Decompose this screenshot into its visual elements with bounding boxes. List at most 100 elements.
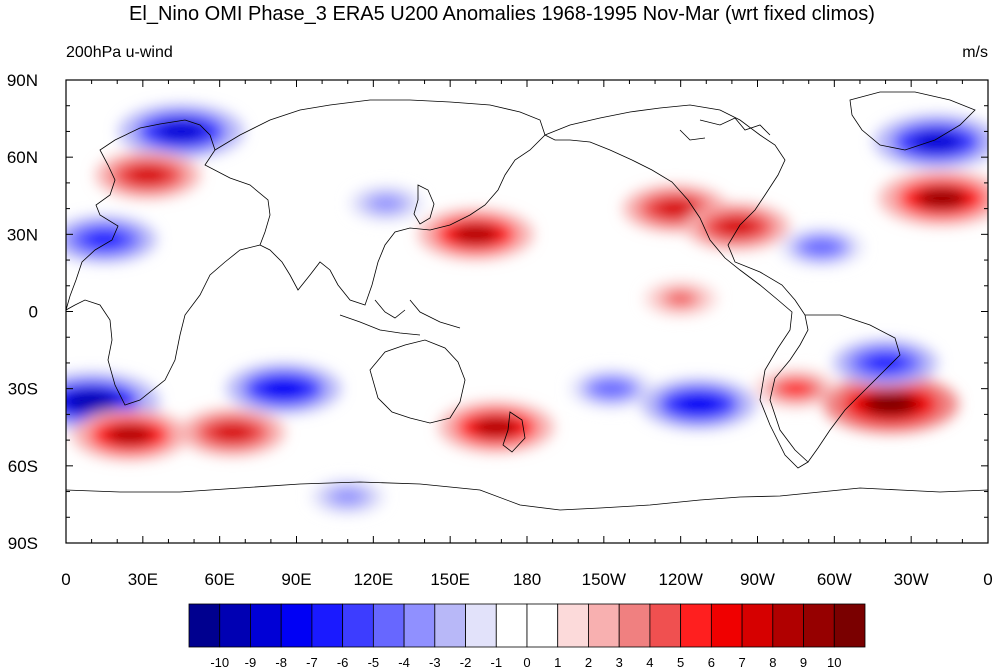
- colorbar-label: 4: [646, 655, 653, 670]
- colorbar-label: 5: [677, 655, 684, 670]
- anomaly-center-15-level-2: [473, 417, 520, 438]
- colorbar-label: -8: [275, 655, 287, 670]
- coastlines: [66, 91, 988, 511]
- lon-label: 0: [983, 570, 992, 589]
- colorbar-box: [588, 603, 620, 648]
- colorbar-box: [372, 603, 405, 648]
- colorbar-box: [280, 603, 313, 648]
- coastline-europe-africa: [66, 119, 271, 406]
- colorbar-box: [465, 603, 497, 648]
- colorbar-label: -6: [337, 655, 349, 670]
- colorbar-box: [649, 603, 682, 648]
- coastline-maritime: [339, 299, 461, 336]
- lon-label: 150E: [430, 570, 470, 589]
- colorbar-label: -2: [460, 655, 472, 670]
- lon-label: 120E: [353, 570, 393, 589]
- map-title: El_Nino OMI Phase_3 ERA5 U200 Anomalies …: [129, 3, 875, 25]
- lat-label: 60S: [8, 457, 38, 476]
- colorbar-label: 10: [827, 655, 841, 670]
- map-panel: 90N 60N 30N 0 30S 60S 90S 0 30E 60E 90E 120E 150E 18…: [7, 71, 993, 589]
- coastline-greenland: [849, 91, 976, 151]
- anomaly-center-2-level-2: [83, 230, 126, 249]
- coastline-north-america: [544, 104, 809, 469]
- colorbar-label: -5: [368, 655, 380, 670]
- lon-label: 30W: [894, 570, 929, 589]
- lon-label: 120W: [658, 570, 702, 589]
- anomaly-center-18-level-2: [779, 380, 813, 397]
- colorbar-label: 0: [523, 655, 530, 670]
- anomaly-center-3-level-2: [452, 224, 499, 245]
- colorbar-box: [188, 603, 221, 648]
- colorbar-label: 3: [616, 655, 623, 670]
- coastline-asia: [214, 99, 546, 306]
- coastline-australia: [369, 339, 466, 424]
- lat-axis-labels: 90N 60N 30N 0 30S 60S 90S: [7, 71, 38, 553]
- lat-label: 0: [29, 303, 38, 322]
- colorbar-label: 8: [769, 655, 776, 670]
- colorbar-box: [495, 603, 528, 648]
- colorbar-label: -10: [210, 655, 229, 670]
- colorbar-label: 1: [554, 655, 561, 670]
- anomaly-center-14-level-2: [260, 378, 307, 399]
- colorbar-box: [803, 603, 835, 648]
- colorbar-box: [833, 603, 866, 648]
- colorbar-label: -3: [429, 655, 441, 670]
- anomaly-center-6-level-2: [916, 187, 968, 210]
- colorbar-box: [618, 603, 651, 648]
- colorbar-box: [342, 603, 374, 648]
- coastline-new-zealand: [502, 411, 526, 453]
- anomaly-center-17-level-2: [675, 394, 722, 415]
- colorbar-box: [311, 603, 344, 648]
- colorbar-label: -1: [490, 655, 502, 670]
- colorbar-box: [219, 603, 251, 648]
- anomaly-center-11-level-2: [66, 389, 119, 414]
- anomaly-center-16-level-2: [594, 380, 629, 397]
- lon-label: 90E: [281, 570, 311, 589]
- colorbar-box: [250, 603, 282, 648]
- coastline-japan: [413, 184, 435, 225]
- colorbar-box: [710, 603, 743, 648]
- lon-label: 150W: [582, 570, 626, 589]
- anomaly-center-19-level-2: [863, 392, 918, 416]
- anomaly-center-20-level-2: [864, 353, 907, 373]
- colorbar-label: 6: [708, 655, 715, 670]
- lon-label: 0: [61, 570, 70, 589]
- coastline-arctic-islands: [679, 117, 771, 141]
- colorbar-label: 7: [738, 655, 745, 670]
- map-background: [66, 80, 988, 543]
- colorbar-label: -7: [306, 655, 318, 670]
- colorbar-label: -9: [245, 655, 257, 670]
- lat-label: 30N: [7, 225, 38, 244]
- anomaly-center-7-level-2: [911, 130, 962, 153]
- anomaly-center-5-level-2: [716, 217, 758, 236]
- lon-label: 30E: [128, 570, 158, 589]
- colorbar-box: [741, 603, 774, 648]
- colorbar: -10 -9 -8 -7 -6 -5 -4 -3 -2 -1 0 1 2 3 4 5 6 7 8 9 10: [188, 603, 866, 670]
- anomaly-field: [66, 104, 988, 515]
- lat-label: 90N: [7, 71, 38, 90]
- coastline-south-america-east: [805, 314, 901, 463]
- left-subtitle: 200hPa u-wind: [66, 44, 173, 61]
- lon-label: 180: [513, 570, 541, 589]
- lat-label: 90S: [8, 534, 38, 553]
- colorbar-label: 2: [585, 655, 592, 670]
- anomaly-center-8-level-2: [371, 196, 401, 211]
- anomaly-blobs: [66, 104, 988, 515]
- anomaly-center-9-level-2: [804, 239, 839, 255]
- anomaly-center-10-level-2: [665, 291, 696, 306]
- anomaly-center-12-level-2: [106, 424, 154, 446]
- anomaly-center-4-level-2: [654, 199, 697, 218]
- lon-label: 60W: [817, 570, 852, 589]
- colorbar-box: [403, 603, 436, 648]
- anomaly-center-21-level-2: [333, 489, 363, 504]
- lat-label: 30S: [8, 380, 38, 399]
- lon-axis-labels: 0 30E 60E 90E 120E 150E 180 150W 120W 90W 60W 30W 0: [61, 570, 992, 589]
- anomaly-center-13-level-2: [211, 423, 254, 442]
- colorbar-box: [526, 603, 559, 648]
- anomaly-center-1-level-2: [126, 165, 169, 185]
- lon-label: 60E: [205, 570, 235, 589]
- colorbar-box: [434, 603, 466, 648]
- axis-ticks: [65, 79, 989, 544]
- lat-label: 60N: [7, 148, 38, 167]
